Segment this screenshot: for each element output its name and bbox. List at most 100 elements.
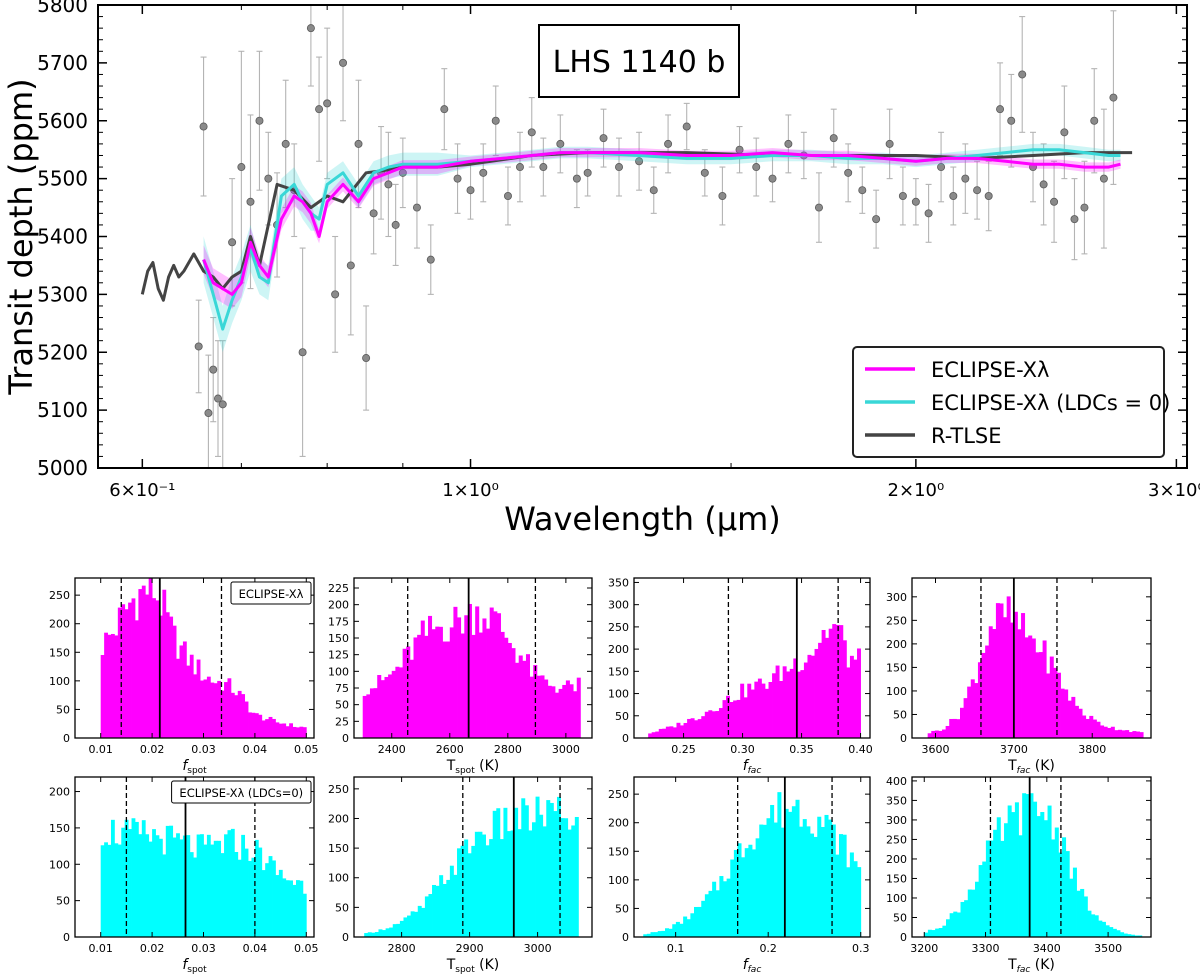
histogram-bar [496,808,501,937]
hist-x-label-sub: fac [1017,766,1031,776]
histogram-bar [186,835,191,937]
histogram-bar [800,670,805,738]
histogram-bar [413,637,418,738]
hist-y-tick-label: 100 [49,858,70,871]
data-point [635,131,644,191]
hist-x-tick-label: 3800 [1078,743,1106,756]
histogram-bar [737,843,742,937]
histogram-bar [655,731,660,738]
histogram-bar [839,834,844,937]
histogram-bar [791,806,796,937]
hist-y-tick-label: 50 [893,708,907,721]
data-point-marker [784,139,793,148]
histogram-bar [556,796,561,937]
histogram-bar [690,718,695,738]
histogram-bar [779,681,784,738]
histogram-bar [744,848,749,937]
histogram-bar [503,807,508,937]
hist-x-label-main: T [1007,957,1017,973]
histogram-bar [1082,715,1087,738]
histogram-bar [975,881,980,937]
histogram-bar [668,928,673,937]
histogram-panel-Tfac-bottom: 3200 3300 3400 3500 0 50 100 150 200 250 300 350 400… [886,775,1152,975]
data-point-marker [1007,116,1016,125]
histogram-bar [158,838,163,937]
histogram-bar [999,603,1004,738]
histogram-bar [547,685,552,738]
histogram-bar [817,816,822,937]
hist-x-tick-label: 0.2 [759,942,777,955]
histogram-bar [179,645,184,738]
histogram-bar [675,921,680,937]
histogram-bar [1024,637,1029,738]
histogram-bar [711,711,716,738]
histogram-bar [564,818,569,937]
data-point-marker [539,163,548,172]
histogram-bar [230,692,235,738]
hist-x-tick-label: 0.40 [848,743,873,756]
histogram-bar [934,730,939,738]
hist-y-tick-label: 0 [63,732,70,745]
hist-x-tick-label: 0.03 [191,743,216,756]
data-point-marker [491,116,500,125]
histogram-bar [492,810,497,937]
hist-x-label-main: f [743,957,750,973]
data-point [331,235,340,353]
data-point-marker [281,139,290,148]
histogram-bar [748,844,753,937]
histogram-bar [522,660,527,738]
data-point-marker [635,157,644,166]
histogram-bar [821,629,826,738]
histogram-bar [1072,867,1077,937]
histogram-bar [464,839,469,937]
histogram-bar [643,934,648,937]
histogram-bar [799,826,804,937]
histogram-bar [1033,801,1038,937]
histogram-bar [100,655,105,738]
data-point [911,178,920,226]
histogram-bar [708,890,713,937]
histogram-bar [658,728,663,738]
histogram-bar [571,825,576,937]
data-point [1018,16,1027,133]
y-tick-label: 5400 [37,225,88,249]
histogram-bar [289,880,293,937]
data-point-marker [829,134,838,143]
data-point-marker [246,197,255,206]
hist-y-tick-label: 150 [886,661,907,674]
hist-x-label-main: T [1007,758,1017,774]
histogram-bar [285,726,290,738]
hist-y-tick-label: 100 [608,874,629,887]
histogram-bar [373,688,378,738]
histogram-bar [389,927,394,937]
histogram-bar [1101,921,1106,937]
histogram-bar [1040,812,1045,937]
histogram-bar [292,884,297,937]
histogram-frame [353,776,593,938]
data-point [398,137,407,209]
hist-x-tick-label: 0.35 [789,743,814,756]
histogram-frame [74,776,315,938]
histogram-bar [1087,910,1092,937]
histogram-bar [553,811,558,937]
hist-y-tick-label: 150 [608,845,629,858]
data-point-marker [814,203,823,212]
histogram-bar [500,631,505,738]
histogram-bar [449,865,454,937]
data-point-marker [503,191,512,200]
histogram-bar [442,883,447,937]
histogram-bar [651,732,656,738]
histogram-bar [536,675,541,738]
histogram-bar [104,632,108,738]
histogram-bar [1025,794,1030,937]
histogram-bar [107,634,112,738]
hist-x-axis-label: ffac [743,758,762,776]
hist-x-tick-label: 0.3 [852,942,870,955]
histogram-bar [385,928,390,937]
hist-y-tick-label: 300 [886,591,907,604]
histogram-bar [761,683,766,738]
histogram-bar [820,826,825,937]
hist-x-tick-label: 3300 [972,942,1000,955]
data-point-marker [1050,197,1059,206]
histogram-bar [726,878,731,937]
